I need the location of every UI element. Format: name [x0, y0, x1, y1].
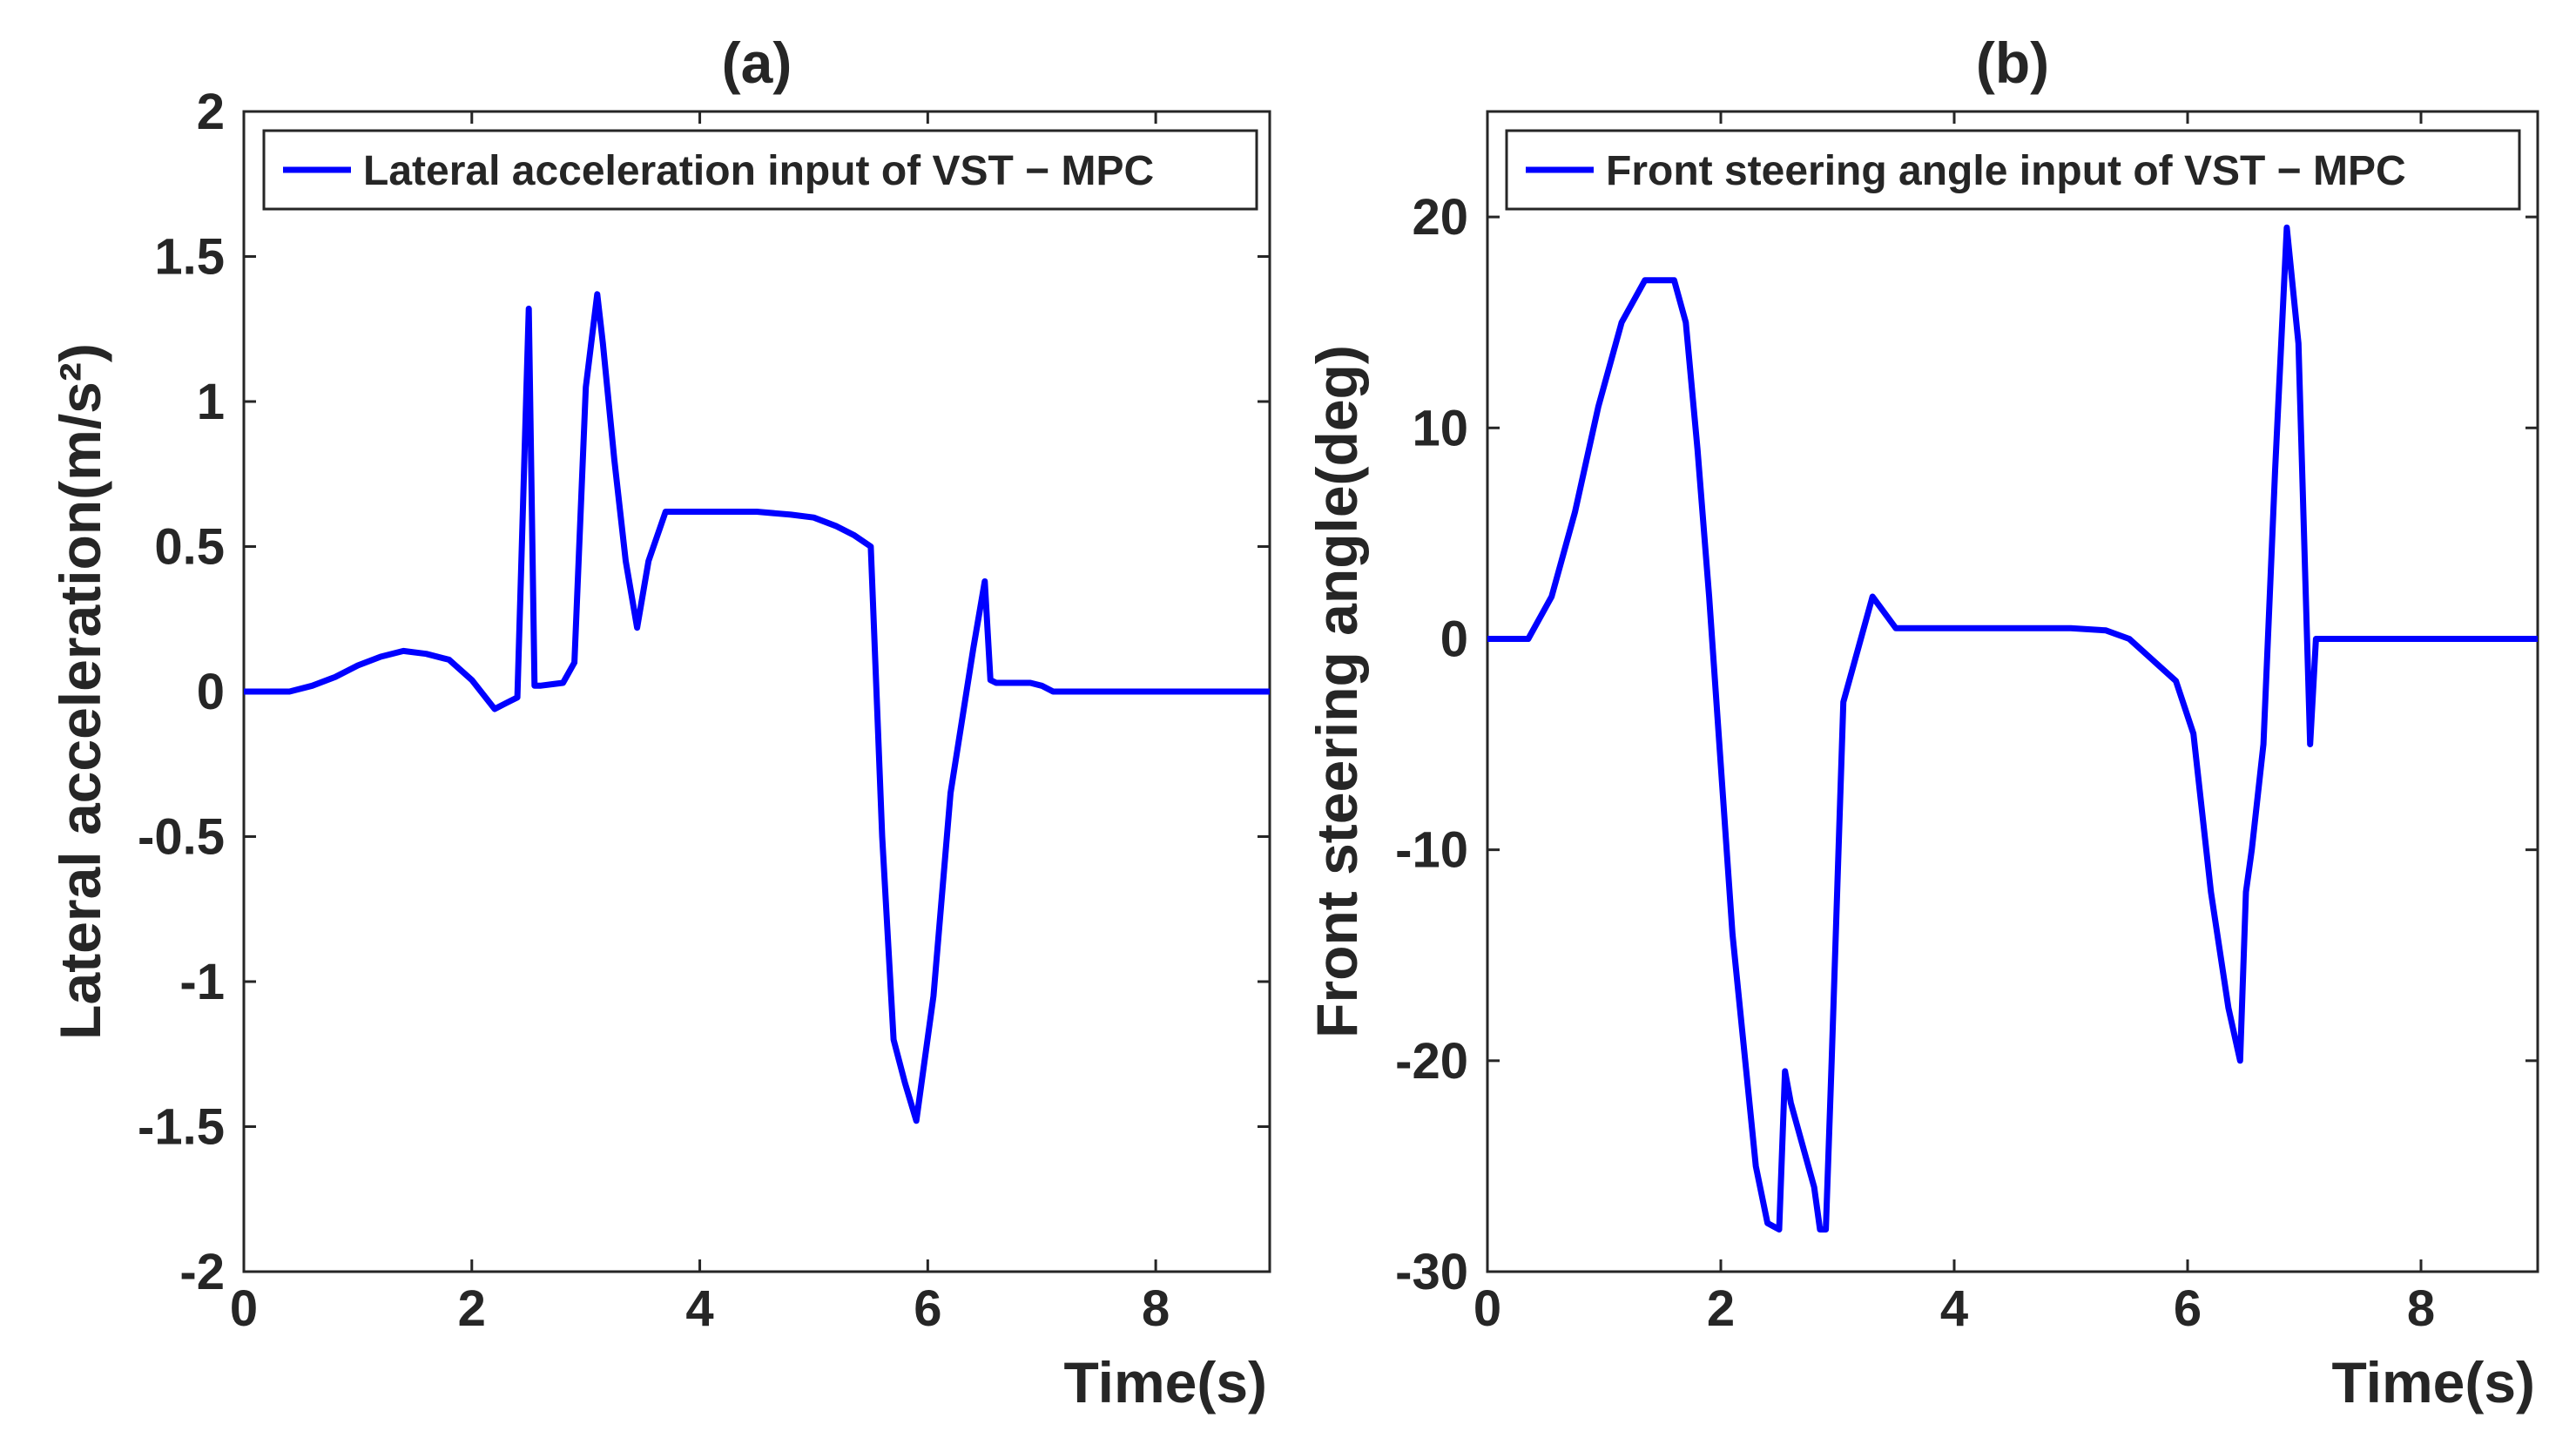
- plot-area: [1486, 110, 2539, 1273]
- legend-label: Front steering angle input of VST − MPC: [1606, 148, 2406, 194]
- y-tick-label: 10: [1412, 400, 1468, 456]
- y-tick-label: 20: [1412, 189, 1468, 246]
- subplot-b: (b) Front steering angle(deg) Time(s) 0 2 4 6 8…: [1305, 30, 2539, 1414]
- y-tick-label: -10: [1395, 822, 1468, 879]
- x-tick-label: 2: [1707, 1280, 1735, 1337]
- subplot-a: (a) Lateral acceleration(m/s²) Time(s) 0 2 4 6…: [48, 30, 1271, 1414]
- y-tick-label: 0.5: [154, 519, 225, 576]
- y-tick-label: -30: [1395, 1244, 1468, 1300]
- y-tick-label: -2: [179, 1244, 225, 1300]
- x-tick-label: 8: [2407, 1280, 2435, 1337]
- y-tick-label: -1.5: [138, 1099, 225, 1156]
- y-tick-label: -1: [179, 954, 225, 1010]
- legend-box: [1505, 129, 2521, 211]
- x-tick-label: 6: [2174, 1280, 2202, 1337]
- x-tick-label: 4: [1940, 1280, 1968, 1337]
- x-tick-label: 6: [914, 1280, 941, 1337]
- x-tick-label: 8: [1142, 1280, 1170, 1337]
- x-axis-label: Time(s): [2331, 1350, 2535, 1414]
- y-tick-label: -20: [1395, 1033, 1468, 1090]
- chart-title: (b): [1976, 30, 2049, 95]
- series-line: [244, 291, 1270, 1124]
- x-tick-label: 2: [458, 1280, 486, 1337]
- legend-label: Lateral acceleration input of VST − MPC: [363, 148, 1154, 194]
- x-tick-label: 4: [685, 1280, 713, 1337]
- x-axis-label: Time(s): [1063, 1350, 1267, 1414]
- y-tick-label: 0: [197, 664, 225, 720]
- chart-title: (a): [722, 30, 792, 95]
- x-tick-label: 0: [1473, 1280, 1501, 1337]
- series-line: [1487, 224, 2538, 1233]
- y-tick-label: 1.5: [154, 229, 225, 286]
- y-axis-label: Front steering angle(deg): [1305, 345, 1369, 1038]
- y-tick-label: 2: [197, 84, 225, 140]
- y-tick-label: 1: [197, 374, 225, 430]
- y-tick-label: -0.5: [138, 809, 225, 866]
- y-axis-label: Lateral acceleration(m/s²): [48, 343, 112, 1040]
- y-tick-label: 0: [1440, 611, 1468, 667]
- legend-box: [262, 129, 1258, 211]
- x-tick-label: 0: [230, 1280, 258, 1337]
